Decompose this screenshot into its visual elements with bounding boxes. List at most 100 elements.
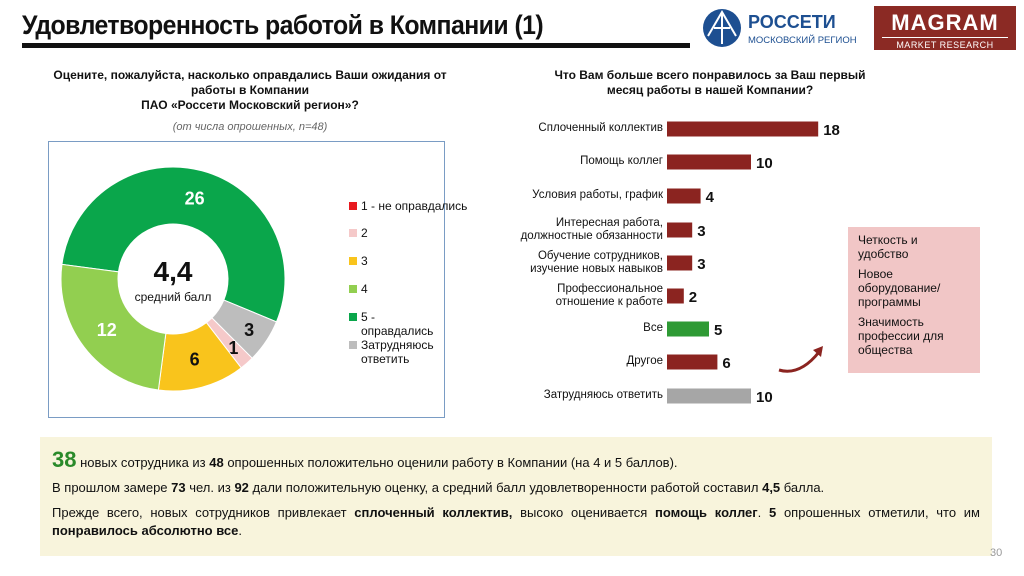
legend-item: 3 bbox=[349, 254, 439, 268]
bar bbox=[667, 288, 684, 304]
svg-text:МОСКОВСКИЙ РЕГИОН: МОСКОВСКИЙ РЕГИОН bbox=[748, 34, 857, 46]
legend-label: 1 - не оправдались bbox=[361, 199, 468, 213]
bar bbox=[667, 354, 718, 370]
bar-value-label: 5 bbox=[714, 322, 722, 339]
donut-chart-frame: 26 3 1 6 12 4,4 средний балл 1 - не оправдалис… bbox=[48, 141, 467, 418]
donut-data-label: 12 bbox=[97, 320, 117, 340]
bar-category-label: Профессиональное отношение к работе bbox=[555, 283, 663, 308]
left-question: Оцените, пожалуйста, насколько оправдали… bbox=[40, 68, 460, 113]
legend-swatch bbox=[349, 229, 357, 237]
left-question-line: Оцените, пожалуйста, насколько оправдали… bbox=[53, 68, 447, 82]
bar bbox=[667, 222, 693, 238]
text: . bbox=[238, 523, 242, 538]
text: опрошенных отметили, что им bbox=[776, 505, 980, 520]
number: 4,5 bbox=[762, 480, 781, 495]
title-underline bbox=[22, 43, 690, 48]
bar-value-label: 10 bbox=[756, 389, 773, 406]
right-question-line: месяц работы в нашей Компании? bbox=[606, 83, 814, 97]
bar bbox=[667, 255, 693, 271]
page-title: Удовлетворенность работой в Компании (1) bbox=[22, 10, 544, 40]
bar bbox=[667, 388, 751, 404]
summary-line-1: 38 новых сотрудника из 48 опрошенных пол… bbox=[52, 449, 980, 472]
note-item: Значимость профессии для общества bbox=[858, 315, 944, 357]
bold-text: сплоченный коллектив, bbox=[354, 505, 513, 520]
legend-label: 4 bbox=[361, 282, 368, 296]
text: дали положительную оценку, а средний бал… bbox=[248, 480, 763, 495]
other-answers-note: Четкость и удобство Новое оборудование/ … bbox=[848, 227, 980, 373]
bar-category-label: Условия работы, график bbox=[532, 189, 663, 201]
legend-item: 4 bbox=[349, 282, 439, 296]
summary-line-2: В прошлом замере 73 чел. из 92 дали поло… bbox=[52, 479, 980, 497]
text: опрошенных положительно оценили работу в… bbox=[223, 455, 678, 470]
note-item: Новое оборудование/ программы bbox=[858, 267, 941, 309]
bar-labels: Сплоченный коллектив Помощь коллег Условия… bbox=[490, 110, 840, 415]
donut-data-label: 3 bbox=[244, 320, 254, 340]
number: 92 bbox=[234, 480, 249, 495]
bar-category-label: Затрудняюсь ответить bbox=[543, 389, 663, 401]
average-score-label: средний балл bbox=[135, 290, 212, 304]
legend-swatch bbox=[349, 341, 357, 349]
note-item: Четкость и удобство bbox=[858, 233, 918, 261]
bar-value-label: 10 bbox=[756, 155, 773, 172]
magram-logo: MAGRAM MARKET RESEARCH bbox=[874, 6, 1016, 50]
bar-category-label: Обучение сотрудников, изучение новых нав… bbox=[530, 250, 663, 275]
bar-category-label: Помощь коллег bbox=[580, 155, 663, 167]
donut-chart: 26 31 6 12 4,4 средний балл bbox=[60, 166, 286, 392]
legend-item: 1 - не оправдались bbox=[349, 199, 489, 213]
bar-value-label: 2 bbox=[689, 289, 697, 306]
donut-data-label: 6 bbox=[190, 350, 200, 370]
bar-value-label: 3 bbox=[697, 256, 705, 273]
arrow-icon bbox=[778, 346, 823, 373]
legend-label: 3 bbox=[361, 254, 368, 268]
bar-category-label: Сплоченный коллектив bbox=[538, 122, 663, 134]
number: 48 bbox=[209, 455, 224, 470]
legend-label: Затрудняюсь ответить bbox=[361, 338, 434, 366]
legend-label: 2 bbox=[361, 226, 368, 240]
bar bbox=[667, 154, 751, 170]
rosseti-logo: РОССЕТИ МОСКОВСКИЙ РЕГИОН bbox=[700, 6, 868, 50]
legend-item: 5 - оправдались bbox=[349, 310, 439, 338]
bar-value-label: 18 bbox=[823, 122, 840, 139]
bar-category-label: Другое bbox=[626, 355, 663, 367]
donut-data-label: 26 bbox=[185, 188, 205, 208]
text: новых сотрудника из bbox=[76, 455, 210, 470]
left-subtitle: (от числа опрошенных, n=48) bbox=[172, 121, 328, 133]
number: 73 bbox=[171, 480, 186, 495]
bar-value-label: 4 bbox=[706, 189, 715, 206]
donut-slice bbox=[61, 166, 286, 323]
bar-category-label: Все bbox=[643, 322, 663, 334]
bar-value-label: 3 bbox=[697, 223, 705, 240]
left-question-line: работы в Компании bbox=[191, 83, 309, 97]
donut-slice bbox=[60, 263, 167, 391]
text: чел. из bbox=[185, 480, 235, 495]
bar bbox=[667, 188, 701, 204]
summary-line-3: Прежде всего, новых сотрудников привлека… bbox=[52, 504, 980, 540]
legend-swatch bbox=[349, 257, 357, 265]
bold-text: понравилось абсолютно все bbox=[52, 523, 239, 538]
text: В прошлом замере bbox=[52, 480, 172, 495]
bar-category-label: Интересная работа, должностные обязаннос… bbox=[520, 217, 663, 242]
donut-data-label: 1 bbox=[228, 338, 238, 358]
legend-swatch bbox=[349, 313, 357, 321]
text: Прежде всего, новых сотрудников привлека… bbox=[52, 505, 355, 520]
legend-swatch bbox=[349, 285, 357, 293]
right-question-line: Что Вам больше всего понравилось за Ваш … bbox=[554, 68, 866, 82]
legend-label: 5 - оправдались bbox=[361, 310, 434, 338]
bold-text: 5 bbox=[769, 505, 777, 520]
text: высоко оценивается bbox=[512, 505, 656, 520]
summary-box: 38 новых сотрудника из 48 опрошенных пол… bbox=[40, 437, 992, 556]
bold-text: помощь коллег bbox=[655, 505, 758, 520]
bar bbox=[667, 321, 709, 337]
legend-item: Затрудняюсь ответить bbox=[349, 338, 439, 366]
highlight-number: 38 bbox=[52, 447, 77, 472]
page-number: 30 bbox=[990, 547, 1003, 559]
right-question: Что Вам больше всего понравилось за Ваш … bbox=[540, 68, 880, 98]
left-question-line: ПАО «Россети Московский регион»? bbox=[141, 98, 359, 112]
legend-swatch bbox=[349, 202, 357, 210]
svg-text:РОССЕТИ: РОССЕТИ bbox=[748, 12, 836, 32]
bar bbox=[667, 121, 819, 137]
legend-item: 2 bbox=[349, 226, 439, 240]
text: балла. bbox=[780, 480, 825, 495]
bar-value-label: 6 bbox=[722, 355, 730, 372]
